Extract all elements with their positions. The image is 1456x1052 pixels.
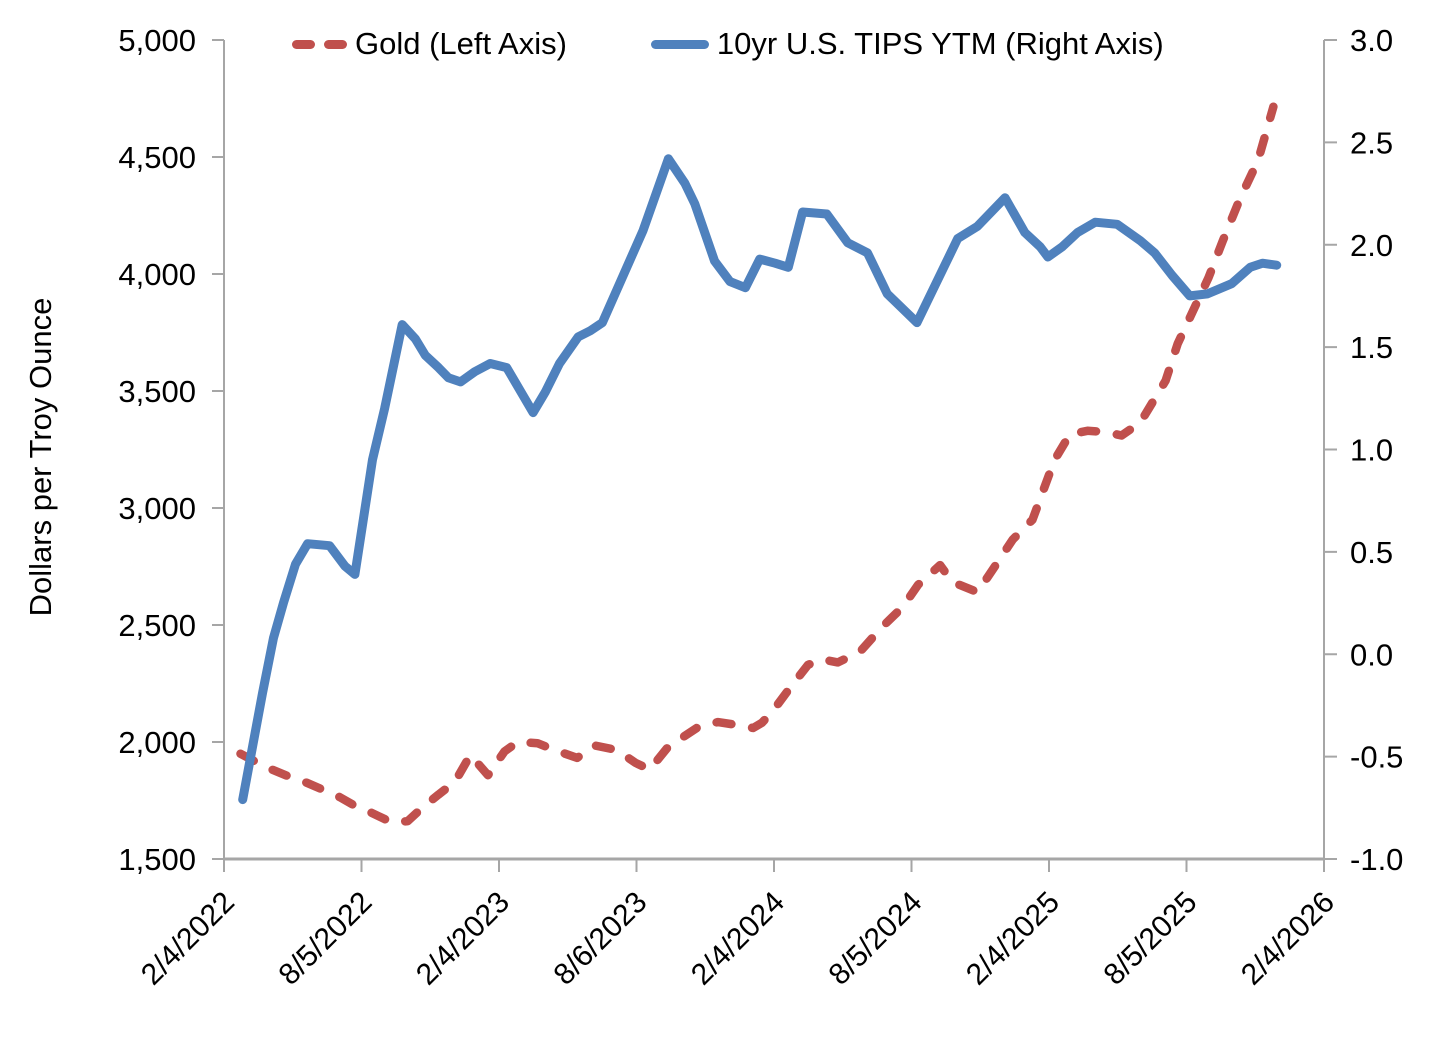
legend-label-tips: 10yr U.S. TIPS YTM (Right Axis)	[716, 26, 1164, 61]
left-axis-tick-label: 3,500	[118, 374, 196, 409]
x-axis-tick-label: 2/4/2023	[410, 886, 516, 992]
legend-item-tips: 10yr U.S. TIPS YTM (Right Axis)	[650, 26, 1164, 62]
x-axis-tick-label: 8/5/2024	[823, 886, 929, 992]
left-axis-tick-label: 1,500	[118, 842, 196, 877]
x-axis-tick-label: 8/5/2022	[273, 886, 379, 992]
x-axis-tick-label: 8/5/2025	[1098, 886, 1204, 992]
left-axis-tick-label: 4,500	[118, 140, 196, 175]
right-axis-tick-label: 2.0	[1350, 228, 1393, 263]
right-axis-tick-label: 1.0	[1350, 433, 1393, 468]
left-axis-tick-label: 2,500	[118, 608, 196, 643]
tips-series-line	[238, 154, 1282, 805]
left-axis-tick-label: 2,000	[118, 725, 196, 760]
right-axis-tick-label: 3.0	[1350, 23, 1393, 58]
x-axis-tick-label: 8/6/2023	[548, 886, 654, 992]
x-axis-tick-label: 2/4/2024	[685, 886, 791, 992]
left-axis-tick-label: 4,000	[118, 257, 196, 292]
gold-dash-icon	[292, 39, 347, 49]
left-axis-tick-label: 3,000	[118, 491, 196, 526]
right-axis-tick-label: -0.5	[1350, 740, 1403, 775]
x-axis-tick-label: 2/4/2022	[135, 886, 241, 992]
right-axis-tick-label: 0.0	[1350, 637, 1393, 672]
legend: Gold (Left Axis) 10yr U.S. TIPS YTM (Rig…	[292, 26, 1164, 62]
x-axis-tick-label: 2/4/2026	[1235, 886, 1341, 992]
gold-series-line	[236, 102, 1278, 827]
legend-item-gold: Gold (Left Axis)	[292, 26, 567, 62]
right-axis-tick-label: 2.5	[1350, 125, 1393, 160]
tips-line-icon	[650, 39, 709, 49]
right-axis-tick-label: 1.5	[1350, 330, 1393, 365]
right-axis-tick-label: 0.5	[1350, 535, 1393, 570]
left-axis-tick-label: 5,000	[118, 23, 196, 58]
left-axis-title: Dollars per Troy Ounce	[23, 297, 58, 617]
x-axis-tick-label: 2/4/2025	[960, 886, 1066, 992]
legend-label-gold: Gold (Left Axis)	[355, 26, 567, 61]
right-axis-tick-label: -1.0	[1350, 842, 1403, 877]
